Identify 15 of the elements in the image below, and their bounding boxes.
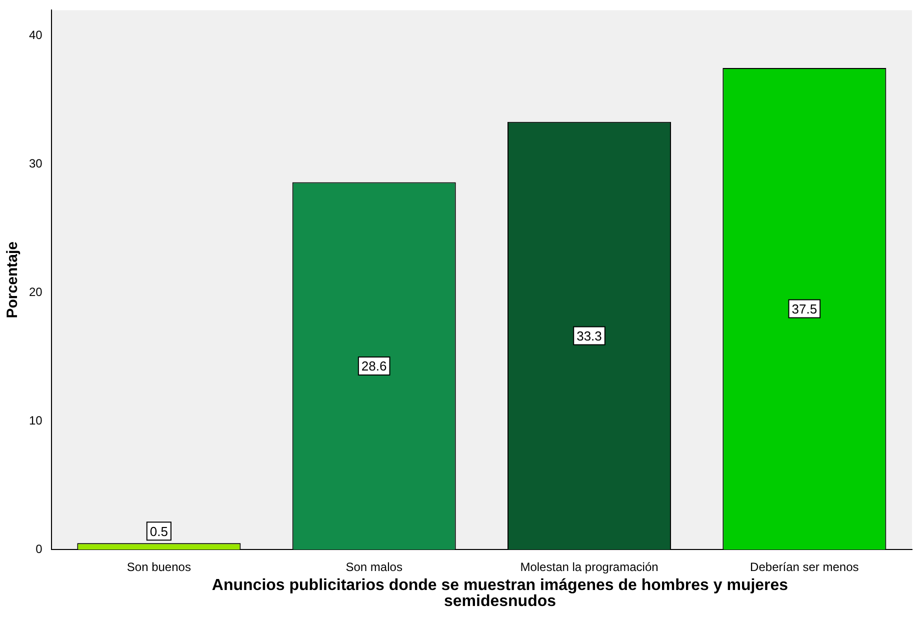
y-tick-label: 30 xyxy=(28,156,43,171)
data-label: 37.5 xyxy=(792,301,818,316)
y-tick-label: 20 xyxy=(28,285,43,300)
y-tick-label: 0 xyxy=(36,542,43,556)
y-tick-label: 10 xyxy=(28,413,43,428)
x-axis-title: Anuncios publicitarios donde se muestran imágenes de hombres y mujeres semidesnudos xyxy=(210,577,790,610)
data-label: 0.5 xyxy=(150,524,168,539)
x-tick-label: Molestan la programación xyxy=(520,560,658,574)
y-tick-label: 40 xyxy=(28,28,43,42)
x-tick-label: Son buenos xyxy=(126,560,191,574)
y-axis-title: Porcentaje xyxy=(4,242,22,318)
x-tick-label: Deberían ser menos xyxy=(750,560,859,574)
data-label: 33.3 xyxy=(576,328,602,344)
x-tick-label: Son malos xyxy=(346,560,402,574)
data-label: 28.6 xyxy=(361,358,387,374)
